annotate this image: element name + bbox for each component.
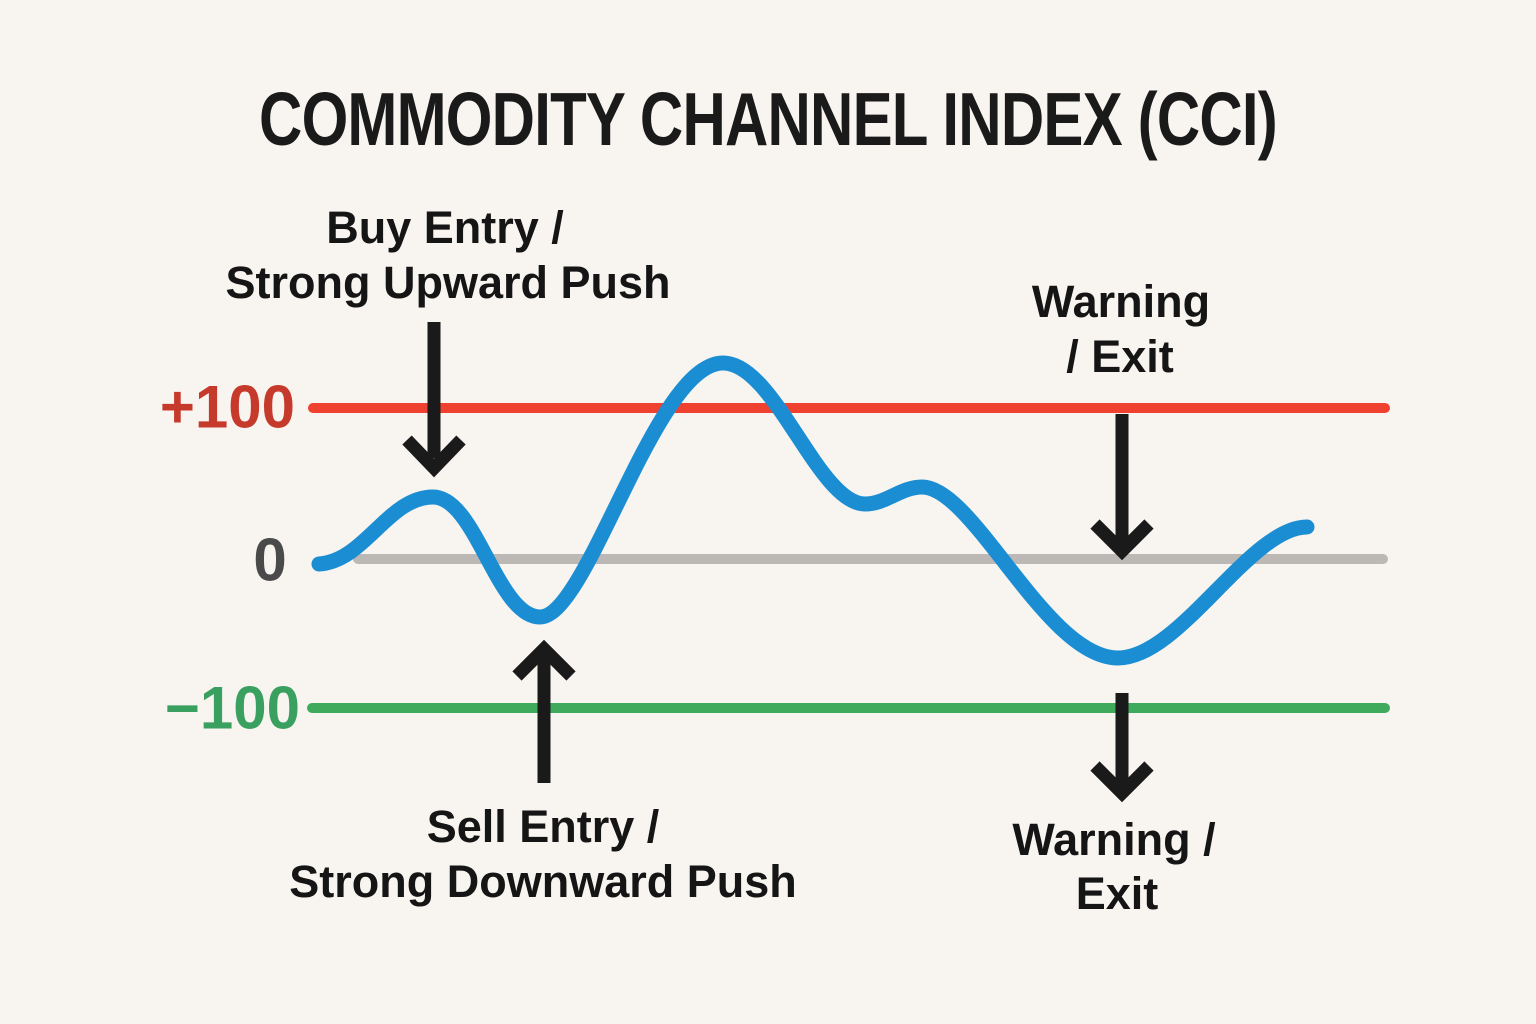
buy-annotation-line1: Buy Entry / <box>326 202 564 253</box>
chart-title: COMMODITY CHANNEL INDEX (CCI) <box>259 77 1278 161</box>
warning-bottom-line1: Warning / <box>1012 814 1216 865</box>
sell-annotation-line2: Strong Downward Push <box>289 856 797 907</box>
warning-bottom-arrow-icon <box>1090 693 1154 803</box>
warning-top-arrow-icon <box>1090 414 1154 561</box>
sell-arrow-icon <box>512 639 576 783</box>
buy-arrow-icon <box>402 322 466 478</box>
warning-top-line1: Warning <box>1032 276 1210 327</box>
buy-annotation: Buy Entry / Strong Upward Push <box>225 202 670 308</box>
sell-annotation: Sell Entry / Strong Downward Push <box>289 801 797 907</box>
buy-annotation-line2: Strong Upward Push <box>225 257 670 308</box>
cci-line <box>311 355 1315 666</box>
plus100-label: +100 <box>160 374 295 441</box>
sell-annotation-line1: Sell Entry / <box>427 801 660 852</box>
warning-bottom-line2: Exit <box>1076 868 1159 919</box>
minus100-label: −100 <box>165 675 300 742</box>
warning-top-line2: / Exit <box>1066 331 1174 382</box>
warning-bottom-annotation: Warning / Exit <box>1012 814 1216 919</box>
zero-label: 0 <box>253 527 286 594</box>
warning-top-annotation: Warning / Exit <box>1032 276 1210 382</box>
